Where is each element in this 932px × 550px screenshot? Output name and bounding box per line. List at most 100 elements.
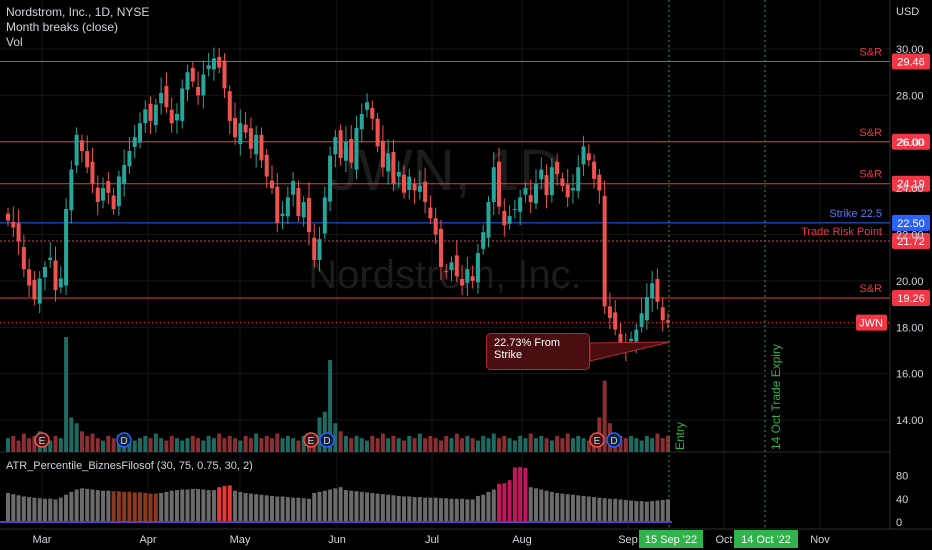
- strike-distance-callout[interactable]: 22.73% From Strike: [486, 333, 590, 370]
- atr-bar: [359, 491, 364, 522]
- atr-bar: [79, 488, 84, 522]
- atr-bar: [660, 499, 665, 522]
- volume-bar: [349, 438, 354, 452]
- earnings-badge[interactable]: [34, 432, 50, 448]
- candle-body: [634, 329, 639, 342]
- time-axis-badge[interactable]: [639, 530, 703, 548]
- atr-bar: [650, 501, 655, 522]
- volume-bar: [53, 435, 58, 452]
- candle-body: [359, 113, 364, 130]
- candle-body: [328, 155, 333, 202]
- atr-axis-tick: 0: [896, 517, 902, 529]
- atr-bar: [254, 494, 259, 522]
- volume-bar: [217, 433, 222, 452]
- volume-bar: [132, 440, 137, 452]
- volume-bar: [285, 435, 290, 452]
- volume-bar: [85, 435, 90, 452]
- level-price-value: 24.19: [897, 179, 925, 191]
- candle-body: [544, 175, 549, 196]
- volume-bar: [623, 438, 628, 452]
- volume-bar: [16, 440, 21, 452]
- volume-bar: [254, 433, 259, 452]
- callout-text: 22.73% From Strike: [494, 337, 561, 361]
- currency-label: USD: [896, 6, 919, 18]
- volume-bar: [602, 380, 607, 452]
- volume-bar: [27, 438, 32, 452]
- volume-bar: [238, 440, 243, 452]
- level-price-value: 19.26: [897, 293, 925, 305]
- atr-bar: [444, 498, 449, 522]
- atr-bar: [174, 490, 179, 522]
- candle-body: [618, 333, 623, 344]
- dividend-badge[interactable]: [319, 432, 335, 448]
- candle-body: [555, 161, 560, 175]
- candle-body: [444, 271, 449, 273]
- study-month-breaks[interactable]: Month breaks (close): [6, 20, 119, 34]
- volume-bar: [491, 433, 496, 452]
- time-axis-month: Apr: [139, 534, 156, 546]
- volume-bar: [549, 440, 554, 452]
- price-axis-tick: 30.00: [896, 44, 924, 56]
- atr-bar: [111, 491, 116, 522]
- candle-body: [312, 237, 317, 261]
- atr-bar: [481, 494, 486, 522]
- atr-bar: [507, 480, 512, 522]
- candle-body: [449, 262, 454, 271]
- atr-bar: [301, 498, 306, 522]
- volume-bar: [185, 438, 190, 452]
- volume-bar: [153, 433, 158, 452]
- atr-bar: [497, 483, 502, 522]
- atr-bar: [560, 493, 565, 522]
- atr-bar: [328, 489, 333, 522]
- candle-body: [417, 185, 422, 192]
- volume-bar: [201, 440, 206, 452]
- price-axis-tick: 14.00: [896, 415, 924, 427]
- atr-bar: [138, 492, 142, 522]
- study-volume[interactable]: Vol: [6, 35, 23, 49]
- volume-bar: [275, 433, 280, 452]
- candle-body: [21, 247, 26, 270]
- volume-bar: [328, 360, 333, 452]
- atr-bar: [338, 487, 343, 522]
- candle-body: [164, 86, 169, 107]
- level-label: S&R: [859, 283, 882, 295]
- time-axis[interactable]: Mar Apr May Jun Jul Aug Sep Oct Nov 15 Sep '22 14 …: [33, 530, 831, 548]
- price-axis-tick: 22.00: [896, 230, 924, 242]
- earnings-badge[interactable]: [589, 432, 605, 448]
- candle-body: [607, 306, 612, 318]
- time-axis-badge[interactable]: [734, 530, 798, 548]
- atr-bar: [206, 490, 211, 522]
- indicator-legend[interactable]: ATR_Percentile_BiznesFilosof (30, 75, 0.…: [6, 460, 253, 472]
- atr-bar: [386, 494, 391, 522]
- candle-body: [581, 146, 586, 165]
- candle-body: [370, 107, 375, 119]
- candle-body: [101, 188, 106, 201]
- atr-bar: [634, 501, 639, 522]
- earnings-badge[interactable]: [303, 432, 319, 448]
- level-label: Trade Risk Point: [801, 226, 882, 238]
- dividend-badge[interactable]: [116, 432, 132, 448]
- atr-bar: [428, 497, 433, 522]
- price-axis[interactable]: USD 30.00 28.00 26.00 24.00 22.00 20.00 18.00 16…: [856, 6, 924, 427]
- dividend-badge[interactable]: [606, 432, 622, 448]
- last-price-tag[interactable]: [856, 314, 887, 331]
- chart-legend: Nordstrom, Inc., 1D, NYSE Month breaks (…: [6, 5, 149, 50]
- volume-bar: [417, 433, 422, 452]
- level-price-value: 29.46: [897, 57, 925, 69]
- candle-body: [53, 260, 58, 291]
- volume-bar: [386, 438, 391, 452]
- watermark-ticker: JWN, 1D: [329, 138, 561, 203]
- candle-body: [396, 171, 401, 177]
- volume-bar: [101, 440, 106, 452]
- atr-bar: [264, 495, 269, 522]
- candle-body: [90, 161, 95, 184]
- symbol-title[interactable]: Nordstrom, Inc., 1D, NYSE: [6, 5, 150, 19]
- atr-bar: [486, 491, 491, 522]
- atr-bar: [122, 491, 127, 522]
- candle-body: [270, 180, 274, 189]
- atr-bar: [592, 497, 597, 522]
- candle-body: [338, 130, 343, 158]
- atr-bar: [639, 501, 644, 522]
